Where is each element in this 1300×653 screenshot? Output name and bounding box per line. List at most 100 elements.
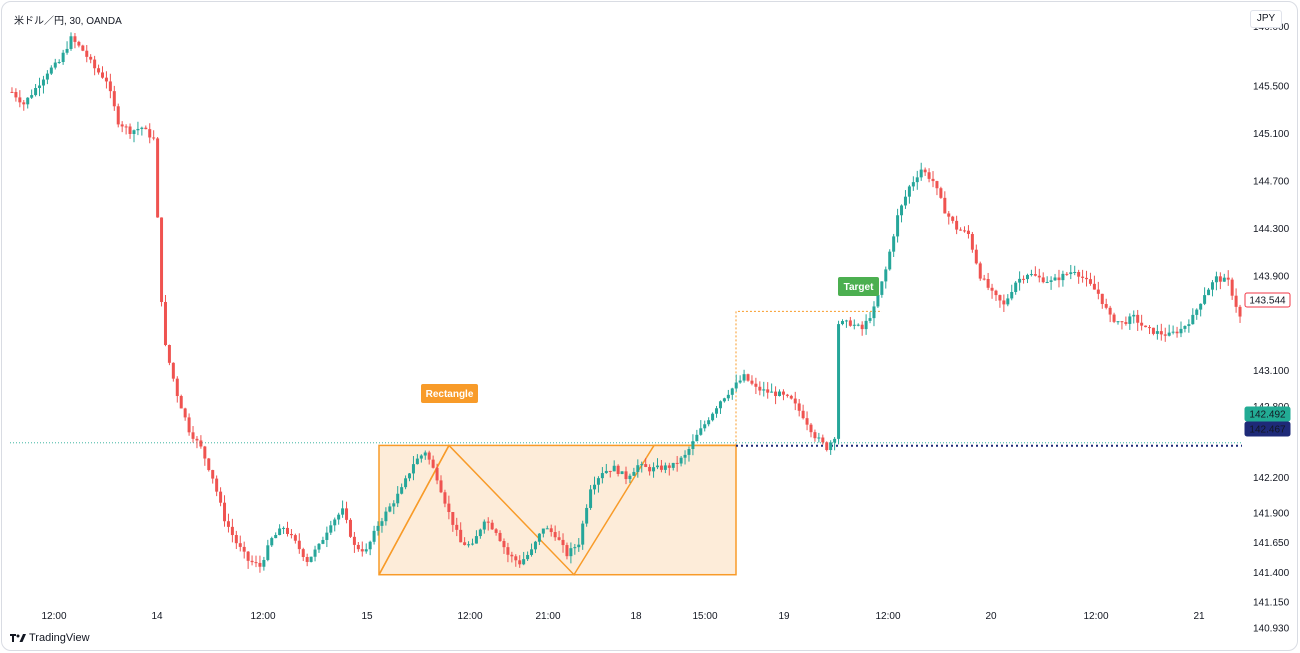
candle-body <box>978 263 982 279</box>
candle-body <box>911 182 915 187</box>
candle-body <box>896 215 900 237</box>
y-tick-label: 144.300 <box>1253 224 1290 235</box>
candle-body <box>18 97 22 103</box>
candle-body <box>89 56 93 60</box>
candle-body <box>907 186 911 197</box>
candle-body <box>474 536 478 544</box>
candle-body <box>1199 303 1203 310</box>
candle-body <box>455 524 459 530</box>
candle-body <box>435 467 439 481</box>
candle-body <box>974 249 978 264</box>
candle-body <box>982 278 986 280</box>
candle-body <box>380 521 384 526</box>
candle-body <box>1045 281 1049 283</box>
y-tick-label: 141.900 <box>1253 509 1290 520</box>
candle-body <box>160 217 164 302</box>
candle-body <box>844 320 848 322</box>
candle-body <box>1187 324 1191 327</box>
candle-body <box>238 543 242 547</box>
candle-body <box>415 458 419 465</box>
candle-body <box>22 102 26 105</box>
candle-body <box>427 452 431 460</box>
candle-body <box>1207 289 1211 296</box>
currency-button[interactable]: JPY <box>1250 10 1282 28</box>
candle-body <box>356 544 360 550</box>
candle-body <box>1120 321 1124 323</box>
candle-body <box>14 91 18 98</box>
candle-body <box>628 475 632 480</box>
candle-body <box>498 532 502 542</box>
candle-body <box>175 378 179 397</box>
candle-body <box>624 471 628 480</box>
candle-body <box>451 512 455 525</box>
candle-body <box>530 549 534 555</box>
candle-body <box>341 508 345 515</box>
x-tick-label: 12:00 <box>250 611 275 622</box>
candle-body <box>195 438 199 441</box>
teal-price-tag-bg <box>1244 406 1291 422</box>
candle-body <box>285 527 289 534</box>
candle-body <box>1002 300 1006 305</box>
candle-body <box>258 562 262 567</box>
candle-body <box>636 465 640 472</box>
candle-body <box>368 541 372 550</box>
candle-body <box>1022 278 1026 280</box>
symbol-title: 米ドル／円, 30, OANDA <box>14 16 122 27</box>
candle-body <box>510 554 514 557</box>
candle-body <box>183 408 187 418</box>
candle-body <box>994 290 998 296</box>
candle-body <box>439 480 443 493</box>
candle-body <box>408 473 412 479</box>
candle-body <box>663 465 667 470</box>
candle-body <box>372 530 376 542</box>
candle-body <box>1014 282 1018 292</box>
candle-body <box>1171 331 1175 333</box>
candle-body <box>400 487 404 494</box>
candle-body <box>482 521 486 530</box>
candle-body <box>246 551 250 561</box>
candle-body <box>986 278 990 288</box>
candle-body <box>900 205 904 216</box>
candle-body <box>494 529 498 533</box>
candle-body <box>301 549 305 558</box>
candle-body <box>825 442 829 451</box>
candle-body <box>817 437 821 439</box>
candle-body <box>581 523 585 545</box>
candle-body <box>506 547 510 555</box>
candle-body <box>388 506 392 512</box>
candle-body <box>333 519 337 526</box>
tradingview-icon <box>10 634 26 642</box>
candle-body <box>100 72 104 78</box>
candle-body <box>26 97 30 105</box>
candle-body <box>620 471 624 474</box>
candle-body <box>793 398 797 404</box>
candle-body <box>1069 272 1073 275</box>
candle-body <box>321 539 325 544</box>
candle-body <box>931 178 935 182</box>
candle-body <box>41 79 45 86</box>
candle-body <box>1163 334 1167 336</box>
candle-body <box>718 401 722 409</box>
tradingview-logo[interactable]: TradingView <box>10 632 90 644</box>
candle-body <box>840 321 844 325</box>
candle-body <box>1179 328 1183 334</box>
candle-body <box>1159 331 1163 335</box>
candle-body <box>1085 277 1089 280</box>
candle-body <box>604 470 608 474</box>
candle-body <box>463 542 467 546</box>
candle-body <box>589 489 593 508</box>
candle-body <box>1041 277 1045 283</box>
candle-body <box>1010 291 1014 299</box>
candle-body <box>927 172 931 179</box>
candle-body <box>852 324 856 326</box>
y-tick-label: 144.700 <box>1253 176 1290 187</box>
candle-body <box>998 295 1002 301</box>
candle-body <box>459 529 463 543</box>
candle-body <box>156 138 160 218</box>
candle-body <box>223 502 227 522</box>
candle-body <box>1140 322 1144 326</box>
candle-body <box>431 459 435 468</box>
candle-body <box>593 484 597 490</box>
candle-body <box>734 382 738 389</box>
